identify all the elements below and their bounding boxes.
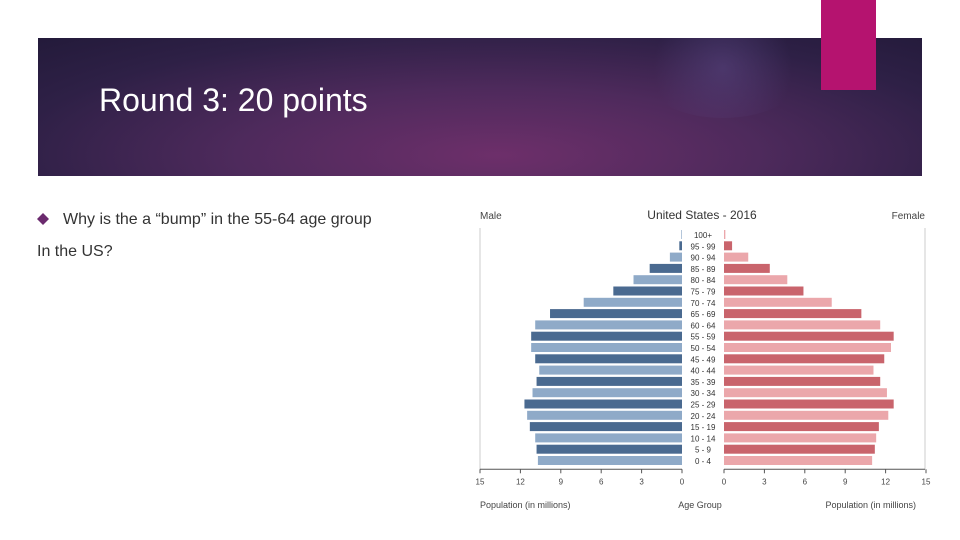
female-bar: [724, 456, 873, 465]
female-bar: [724, 320, 881, 330]
male-bar: [681, 230, 682, 239]
male-bar: [535, 354, 682, 364]
x-tick-label-left: 6: [599, 477, 604, 486]
age-group-label: 75 - 79: [691, 288, 716, 297]
age-group-label: 10 - 14: [691, 434, 716, 443]
female-bar: [724, 365, 874, 375]
x-tick-label-left: 12: [516, 477, 525, 486]
x-tick-label-right: 9: [843, 477, 848, 486]
diamond-bullet-icon: [37, 213, 49, 225]
age-group-label: 35 - 39: [691, 378, 716, 387]
male-bar: [536, 444, 682, 454]
male-bar: [529, 422, 682, 432]
x-tick-label-left: 15: [476, 477, 485, 486]
female-bar: [724, 331, 894, 341]
x-axis-label-right: Population (in millions): [825, 500, 916, 510]
male-bar: [583, 297, 682, 307]
x-tick-label-left: 0: [680, 477, 685, 486]
female-bar: [724, 252, 749, 262]
age-group-label: 0 - 4: [695, 457, 712, 466]
male-bar: [537, 456, 682, 465]
x-tick-label-right: 15: [922, 477, 931, 486]
age-group-label: 45 - 49: [691, 355, 716, 364]
female-bar: [724, 275, 788, 285]
male-bar: [532, 388, 682, 398]
female-bar: [724, 422, 879, 432]
male-bar: [679, 241, 682, 251]
female-bar: [724, 354, 885, 364]
title-banner: [38, 38, 922, 176]
x-tick-label-left: 9: [559, 477, 564, 486]
female-bar: [724, 230, 726, 239]
question-continuation: In the US?: [37, 243, 113, 260]
age-group-label: 80 - 84: [691, 276, 716, 285]
male-bar: [550, 309, 682, 319]
female-bar: [724, 343, 891, 352]
age-group-label: 20 - 24: [691, 412, 716, 421]
female-bar: [724, 297, 832, 307]
male-bar: [669, 252, 682, 262]
female-bar: [724, 388, 887, 398]
chart-male-label: Male: [480, 211, 502, 222]
female-bar: [724, 309, 862, 319]
female-bar: [724, 376, 881, 386]
male-bar: [633, 275, 682, 285]
female-bar: [724, 433, 877, 443]
age-group-label: 95 - 99: [691, 242, 716, 251]
female-bar: [724, 444, 875, 454]
male-bar: [527, 410, 682, 420]
male-bar: [613, 286, 682, 296]
age-group-label: 65 - 69: [691, 310, 716, 319]
female-bar: [724, 263, 770, 273]
age-group-label: 25 - 29: [691, 401, 716, 410]
population-pyramid-chart: Male United States - 2016 Female Populat…: [476, 208, 931, 510]
age-group-label: 90 - 94: [691, 254, 716, 263]
male-bar: [524, 399, 682, 409]
male-bar: [539, 365, 682, 375]
x-tick-label-right: 0: [722, 477, 727, 486]
x-tick-label-left: 3: [639, 477, 644, 486]
male-bar: [535, 320, 682, 330]
banner-glow: [638, 38, 808, 118]
x-tick-label-right: 3: [762, 477, 767, 486]
female-bar: [724, 410, 889, 420]
male-bar: [531, 331, 682, 341]
male-bar: [531, 343, 682, 352]
x-axis-label-left: Population (in millions): [480, 500, 571, 510]
male-bar: [535, 433, 682, 443]
x-tick-label-right: 12: [881, 477, 890, 486]
age-group-label: 50 - 54: [691, 344, 716, 353]
slide-title: Round 3: 20 points: [99, 82, 368, 118]
age-group-label: 40 - 44: [691, 367, 716, 376]
age-group-label: 30 - 34: [691, 389, 716, 398]
age-group-label: 60 - 64: [691, 321, 716, 330]
female-bar: [724, 399, 894, 409]
male-bar: [536, 376, 682, 386]
accent-bar: [821, 0, 876, 90]
age-group-label: 55 - 59: [691, 333, 716, 342]
chart-title: United States - 2016: [647, 208, 757, 222]
female-bar: [724, 286, 804, 296]
age-group-label: 15 - 19: [691, 423, 716, 432]
chart-female-label: Female: [892, 211, 926, 222]
bullet-question: Why is the a “bump” in the 55-64 age gro…: [63, 211, 372, 228]
male-bar: [649, 263, 682, 273]
age-group-label: 100+: [694, 231, 712, 240]
age-group-label: 5 - 9: [695, 446, 712, 455]
age-group-label: 70 - 74: [691, 299, 716, 308]
age-group-label: 85 - 89: [691, 265, 716, 274]
x-tick-label-right: 6: [803, 477, 808, 486]
female-bar: [724, 241, 733, 251]
x-axis-label-center: Age Group: [678, 500, 722, 510]
